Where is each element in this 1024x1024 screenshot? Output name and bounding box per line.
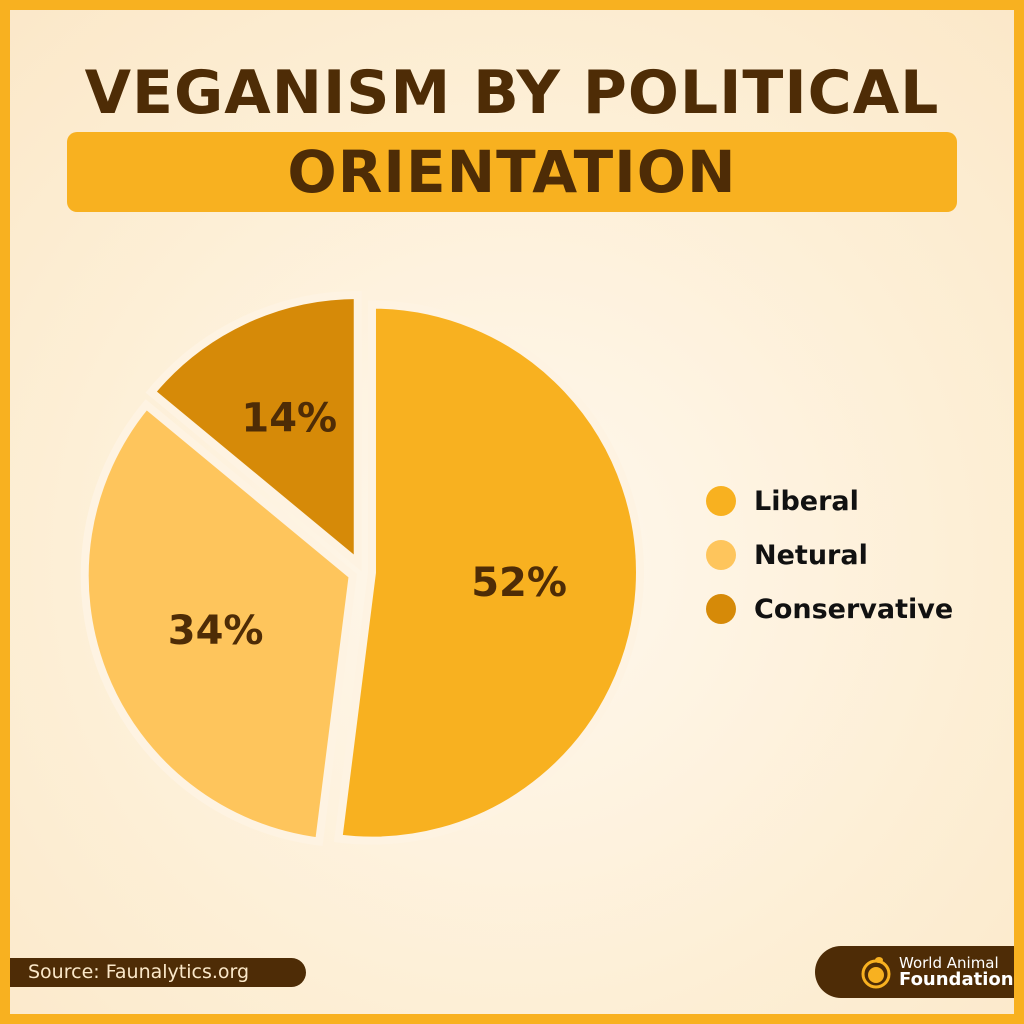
- pie-label-neutral: 34%: [168, 608, 264, 654]
- title-line-2: ORIENTATION: [287, 138, 737, 206]
- paw-logo-icon: [861, 957, 891, 989]
- legend-item-liberal: Liberal: [706, 474, 953, 528]
- pie-slice-conservative: [145, 290, 362, 572]
- legend-label: Netural: [754, 539, 868, 571]
- legend-label: Liberal: [754, 485, 859, 517]
- legend: Liberal Netural Conservative: [706, 474, 953, 636]
- brand-name-line-2: Foundation: [899, 968, 1014, 990]
- pie-slice-neutral: [80, 399, 357, 847]
- legend-dot-conservative: [706, 594, 736, 624]
- legend-dot-neutral: [706, 540, 736, 570]
- pie-label-conservative: 14%: [241, 395, 337, 441]
- legend-item-neutral: Netural: [706, 528, 953, 582]
- brand-badge: World Animal Foundation: [815, 946, 1014, 998]
- legend-label: Conservative: [754, 593, 954, 625]
- brand-name-line-1: World Animal: [899, 953, 999, 972]
- title-band: ORIENTATION: [67, 132, 957, 212]
- pie-slice-liberal: [333, 300, 644, 845]
- legend-item-conservative: Conservative: [706, 582, 953, 636]
- pie-label-liberal: 52%: [471, 560, 567, 606]
- source-badge: Source: Faunalytics.org: [10, 958, 306, 987]
- legend-dot-liberal: [706, 486, 736, 516]
- title-line-1: VEGANISM BY POLITICAL: [84, 58, 940, 128]
